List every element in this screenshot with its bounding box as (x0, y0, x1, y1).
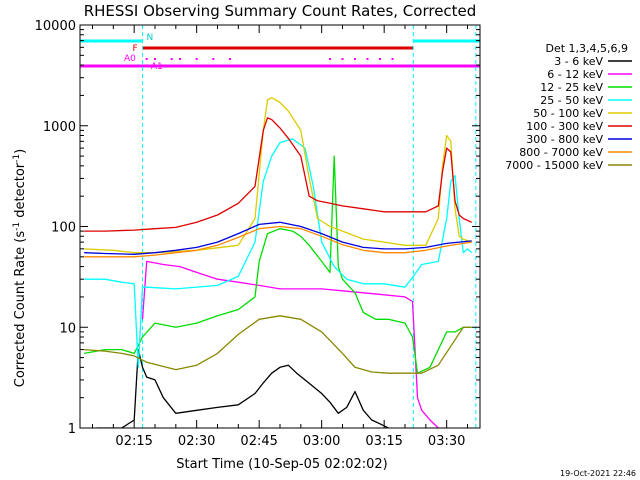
attenuator-dot-9 (354, 58, 356, 60)
attenuator-dot-5 (212, 58, 215, 60)
legend-label-4: 50 - 100 keV (533, 107, 603, 120)
series-line-0 (96, 348, 389, 428)
attenuator-dot-7 (329, 58, 331, 60)
legend-label-7: 800 - 7000 keV (519, 146, 603, 159)
series-line-1 (141, 260, 439, 428)
night-label: N (147, 33, 154, 43)
legend-label-8: 7000 - 15000 keV (505, 159, 603, 172)
series-line-8 (84, 315, 472, 374)
attenuator-dot-8 (341, 58, 344, 60)
legend-label-1: 6 - 12 keV (547, 68, 603, 81)
attenuator-dot-2 (170, 58, 173, 60)
y-tick-label-4: 10000 (35, 19, 76, 34)
y-tick-label-3: 1000 (43, 120, 76, 135)
x-tick-label-1: 02:30 (178, 434, 215, 449)
legend-label-0: 3 - 6 keV (554, 55, 603, 68)
attenuator-label-2: A1 (151, 62, 163, 72)
series-line-5 (84, 117, 472, 232)
attenuator-dot-10 (366, 58, 369, 60)
y-axis-label: Corrected Count Rate (s-1 detector-1) (12, 149, 28, 387)
legend-label-6: 300 - 800 keV (526, 133, 603, 146)
legend-label-2: 12 - 25 keV (540, 81, 603, 94)
series-line-6 (84, 221, 472, 255)
axes: 1 10 100 1000 10000 02:15 02:30 02:45 03:00 03:15… (35, 19, 481, 449)
attenuator-label: A0 (124, 54, 136, 64)
chart-title: RHESSI Observing Summary Count Rates, Co… (84, 2, 477, 20)
x-tick-label-2: 02:45 (240, 434, 277, 449)
x-tick-label-5: 03:30 (428, 434, 465, 449)
legend-title: Det 1,3,4,5,6,9 (545, 42, 628, 55)
y-tick-label-0: 1 (68, 422, 76, 437)
series-line-7 (84, 225, 472, 258)
attenuator-dot-3 (179, 58, 181, 60)
attenuator-dot-6 (229, 58, 231, 60)
x-tick-label-3: 03:00 (303, 434, 340, 449)
x-axis-label: Start Time (10-Sep-05 02:02:02) (176, 457, 387, 472)
legend-label-3: 25 - 50 keV (540, 94, 603, 107)
x-tick-label-4: 03:15 (365, 434, 402, 449)
legend-label-5: 100 - 300 keV (526, 120, 603, 133)
timestamp: 19-Oct-2021 22:46 (560, 469, 636, 478)
attenuator-dot-1 (154, 58, 156, 60)
attenuator-dot-11 (379, 58, 381, 60)
flare-label: F (133, 44, 138, 54)
series-line-2 (84, 155, 472, 374)
y-tick-label-1: 10 (59, 321, 76, 336)
x-tick-label-0: 02:15 (115, 434, 152, 449)
attenuator-dot-4 (195, 58, 198, 60)
series-line-3 (84, 138, 473, 368)
plot-inner (80, 25, 480, 428)
attenuator-dot-0 (145, 58, 148, 60)
y-tick-label-2: 100 (51, 221, 76, 236)
attenuator-dot-12 (391, 58, 394, 60)
